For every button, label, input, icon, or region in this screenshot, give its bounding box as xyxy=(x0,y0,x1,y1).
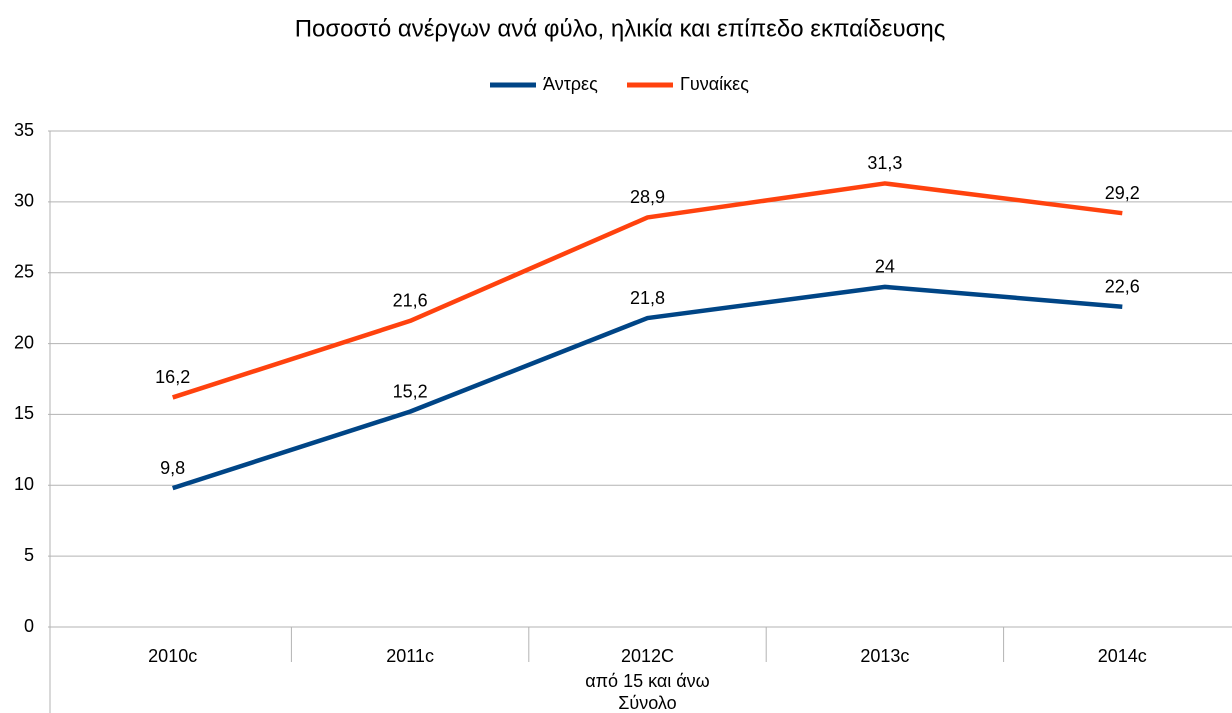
y-tick-label: 15 xyxy=(14,403,34,423)
x-tick-label: 2010c xyxy=(148,646,197,666)
x-tick-label: 2011c xyxy=(386,646,434,666)
y-tick-label: 0 xyxy=(24,616,34,636)
y-tick-label: 35 xyxy=(14,120,34,140)
chart-title: Ποσοστό ανέργων ανά φύλο, ηλικία και επί… xyxy=(295,15,946,42)
data-label: 31,3 xyxy=(867,153,902,173)
x-tick-label: 2014c xyxy=(1098,646,1147,666)
data-label: 21,8 xyxy=(630,288,665,308)
x-tick-label: 2012C xyxy=(621,646,674,666)
y-tick-label: 10 xyxy=(14,474,34,494)
data-label: 9,8 xyxy=(160,458,185,478)
data-label: 28,9 xyxy=(630,187,665,207)
series-line xyxy=(172,181,1123,400)
y-tick-label: 20 xyxy=(14,332,34,352)
x-tick-label: 2013c xyxy=(860,646,909,666)
y-tick-label: 30 xyxy=(14,191,34,211)
data-label: 16,2 xyxy=(155,367,190,387)
legend-label: Άντρες xyxy=(543,74,598,94)
data-label: 24 xyxy=(875,257,895,277)
data-label: 29,2 xyxy=(1105,183,1140,203)
data-label: 21,6 xyxy=(393,291,428,311)
y-tick-label: 5 xyxy=(24,545,34,565)
series-line xyxy=(172,284,1123,491)
legend-label: Γυναίκες xyxy=(680,74,749,94)
x-group-label: από 15 και άνω xyxy=(585,671,710,691)
data-label: 15,2 xyxy=(393,381,428,401)
y-tick-label: 25 xyxy=(14,261,34,281)
x-group-label: Σύνολο xyxy=(618,693,676,713)
data-label: 22,6 xyxy=(1105,276,1140,296)
